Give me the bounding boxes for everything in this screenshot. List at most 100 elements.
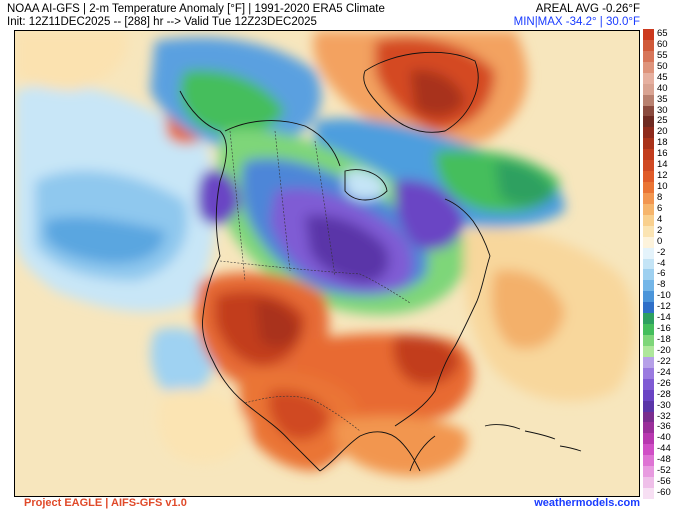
legend-label: 65	[657, 28, 668, 39]
legend-level: 55	[642, 49, 680, 62]
legend-level: -32	[642, 410, 680, 423]
legend-label: 18	[657, 137, 668, 149]
legend-label: -48	[657, 454, 671, 466]
legend-swatch	[643, 466, 654, 478]
legend-label: -40	[657, 432, 671, 444]
legend-label: 55	[657, 49, 668, 61]
legend-label: -4	[657, 257, 666, 269]
legend-level: -28	[642, 389, 680, 401]
legend-level: -30	[642, 400, 680, 412]
legend-swatch	[643, 138, 654, 150]
legend-level: 20	[642, 126, 680, 139]
legend-level: 0	[642, 236, 680, 248]
legend-label: -16	[657, 323, 671, 335]
legend-level: 4	[642, 213, 680, 226]
legend-label: -60	[657, 487, 671, 499]
legend-label: -26	[657, 377, 671, 389]
legend-swatch	[643, 280, 654, 292]
legend-level: -40	[642, 432, 680, 445]
legend-level: 40	[642, 82, 680, 95]
legend-swatch	[643, 61, 654, 73]
legend-swatch	[643, 160, 654, 172]
legend-swatch	[643, 72, 654, 84]
legend-swatch	[643, 400, 654, 412]
legend-swatch	[643, 488, 654, 499]
legend-level: 50	[642, 60, 680, 73]
legend-label: 40	[657, 82, 668, 94]
political-borders	[219, 130, 411, 432]
legend-swatch	[643, 324, 654, 336]
legend-label: 35	[657, 93, 668, 105]
legend-label: 16	[657, 148, 668, 160]
legend-label: -6	[657, 268, 666, 280]
legend-level: -6	[642, 268, 680, 281]
legend-level: 35	[642, 93, 680, 106]
legend-swatch	[643, 258, 654, 270]
temperature-anomaly-map[interactable]	[14, 30, 640, 497]
legend-label: 14	[657, 159, 668, 171]
legend-level: 65	[642, 28, 680, 40]
legend-swatch	[643, 411, 654, 423]
legend-swatch	[643, 444, 654, 456]
legend-label: -20	[657, 344, 671, 356]
legend-label: -52	[657, 465, 671, 477]
legend-level: 12	[642, 170, 680, 182]
footer-credit: Project EAGLE | AIFS-GFS v1.0	[24, 497, 187, 509]
legend-swatch	[643, 182, 654, 193]
legend-level: -10	[642, 290, 680, 303]
legend-swatch	[643, 171, 654, 182]
legend-label: 10	[657, 181, 668, 193]
legend-label: 30	[657, 104, 668, 116]
legend-label: 4	[657, 213, 663, 225]
legend-level: -4	[642, 257, 680, 270]
legend-level: -60	[642, 487, 680, 499]
legend-label: 45	[657, 71, 668, 83]
legend-level: -20	[642, 344, 680, 357]
legend-level: 10	[642, 181, 680, 193]
legend-label: 50	[657, 60, 668, 72]
legend-level: -36	[642, 421, 680, 434]
legend-level: -44	[642, 443, 680, 456]
legend-swatch	[643, 477, 654, 489]
legend-swatch	[643, 39, 654, 51]
legend-label: -8	[657, 279, 666, 291]
legend-label: -22	[657, 355, 671, 367]
coastlines	[179, 51, 582, 472]
legend-label: -24	[657, 366, 671, 378]
legend-swatch	[643, 149, 654, 161]
color-legend: 65 60 55 50 45 40 35 30 25 20 18 16 14 12 10 8 6 4 2 0 -2 -4-…	[642, 28, 680, 499]
legend-swatch	[643, 335, 654, 346]
legend-level: -12	[642, 301, 680, 314]
legend-swatch	[643, 83, 654, 95]
min-max-values: MIN|MAX -34.2° | 30.0°F	[513, 16, 640, 28]
legend-label: -32	[657, 410, 671, 422]
legend-swatch	[643, 367, 654, 379]
legend-level: 8	[642, 192, 680, 204]
legend-label: -2	[657, 246, 666, 258]
legend-level: 2	[642, 224, 680, 237]
legend-swatch	[643, 269, 654, 281]
legend-label: 2	[657, 224, 663, 236]
legend-label: 12	[657, 170, 668, 182]
legend-label: 6	[657, 202, 663, 214]
legend-swatch	[643, 356, 654, 368]
legend-label: 25	[657, 115, 668, 127]
legend-swatch	[643, 433, 654, 445]
legend-label: -44	[657, 443, 671, 455]
legend-swatch	[643, 455, 654, 467]
footer-website-link[interactable]: weathermodels.com	[534, 497, 640, 509]
legend-swatch	[643, 214, 654, 226]
legend-swatch	[643, 291, 654, 303]
legend-swatch	[643, 236, 654, 248]
legend-swatch	[643, 225, 654, 237]
legend-label: -18	[657, 334, 671, 346]
legend-level: 60	[642, 39, 680, 51]
legend-swatch	[643, 422, 654, 434]
map-title: NOAA AI-GFS | 2-m Temperature Anomaly [°…	[7, 3, 385, 15]
legend-swatch	[643, 116, 654, 128]
legend-swatch	[643, 203, 654, 215]
legend-level: 16	[642, 148, 680, 161]
legend-level: -8	[642, 279, 680, 292]
legend-label: 20	[657, 126, 668, 138]
legend-swatch	[643, 345, 654, 357]
